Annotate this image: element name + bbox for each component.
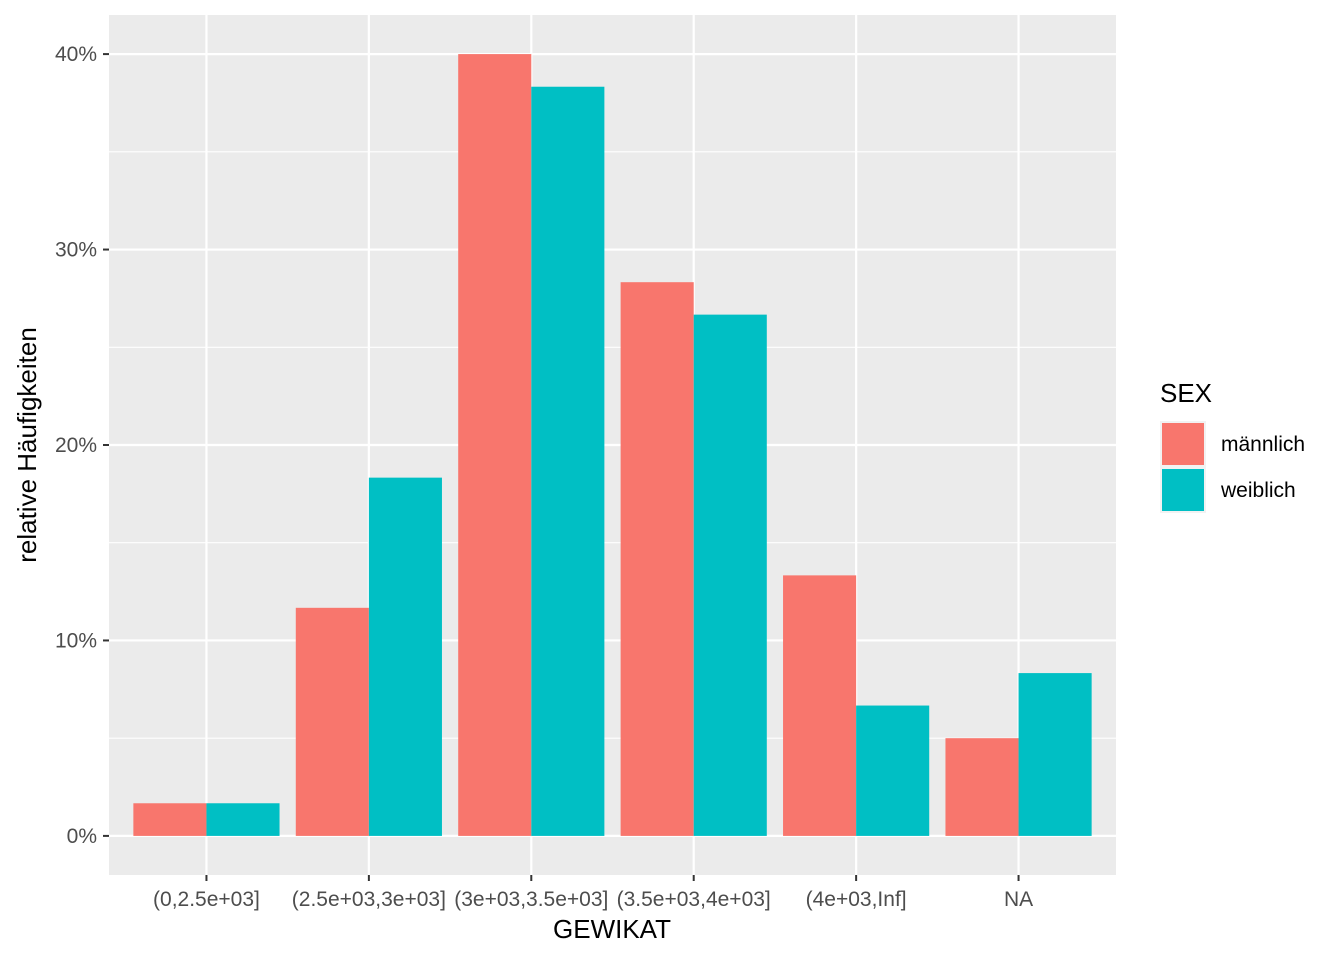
x-tick-label: (4e+03,Inf] [806,888,907,911]
x-axis: (0,2.5e+03] (2.5e+03,3e+03] (3e+03,3.5e+03… [153,875,1033,911]
bar-männlich [458,54,532,836]
bar-weiblich [856,705,930,836]
legend: SEX männlich weiblich [1160,378,1305,513]
x-axis-title: GEWIKAT [553,914,671,944]
y-tick-label: 30% [55,239,97,262]
legend-key-männlich [1162,423,1204,465]
legend-items: männlich weiblich [1160,421,1305,513]
bar-männlich [620,282,694,836]
x-tick-label: (2.5e+03,3e+03] [292,888,446,911]
y-tick-label: 0% [67,825,97,848]
legend-label: weiblich [1220,479,1296,502]
x-tick-label: (3.5e+03,4e+03] [617,888,771,911]
bar-weiblich [1018,673,1092,836]
bar-weiblich [693,314,767,836]
bar-weiblich [368,477,442,836]
x-tick-label: (3e+03,3.5e+03] [454,888,608,911]
bar-weiblich [531,86,605,836]
x-tick-label: (0,2.5e+03] [153,888,260,911]
y-axis: 0% 10% 20% 30% 40% [55,43,109,848]
bars [133,54,1092,836]
legend-key-weiblich [1162,469,1204,511]
bar-weiblich [206,803,280,836]
bar-männlich [295,607,369,836]
x-tick-label: NA [1004,888,1033,911]
legend-label: männlich [1221,433,1305,456]
y-axis-title: relative Häufigkeiten [12,327,42,563]
y-tick-label: 20% [55,434,97,457]
bar-männlich [133,803,207,836]
y-tick-label: 10% [55,629,97,652]
y-tick-label: 40% [55,43,97,66]
bar-männlich [783,575,857,836]
legend-title: SEX [1160,378,1212,408]
bar-männlich [945,738,1019,836]
